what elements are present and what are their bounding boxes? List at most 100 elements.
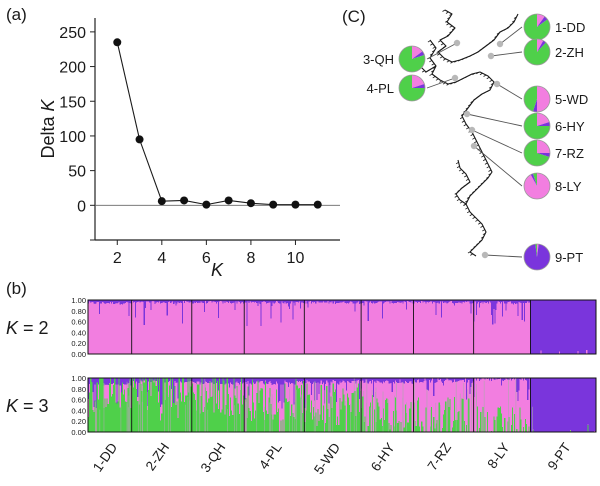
individual-bar-segment: [391, 378, 394, 392]
individual-bar-segment: [149, 378, 151, 432]
individual-bar-segment: [304, 303, 306, 354]
individual-bar-segment: [254, 302, 256, 354]
individual-bar-segment: [496, 378, 498, 380]
individual-bar-segment: [198, 381, 200, 385]
coastline-hatch: [472, 190, 476, 193]
individual-bar-segment: [372, 300, 374, 304]
individual-bar-segment: [273, 378, 276, 384]
individual-bar-segment: [480, 378, 482, 380]
coastline-hatch: [513, 16, 517, 19]
individual-bar-segment: [356, 378, 359, 381]
individual-bar-segment: [115, 402, 117, 432]
individual-bar-segment: [417, 379, 420, 398]
individual-bar-segment: [256, 378, 258, 382]
individual-bar-segment: [479, 378, 481, 381]
individual-bar-segment: [139, 378, 141, 432]
individual-bar-segment: [305, 300, 307, 302]
coastline-hatch: [473, 245, 477, 248]
admixture-texture: [95, 378, 533, 432]
individual-bar-segment: [328, 403, 330, 418]
individual-bar-segment: [205, 303, 208, 354]
individual-bar-segment: [388, 423, 390, 432]
coastline-hatch: [488, 173, 492, 176]
individual-bar-segment: [299, 378, 302, 383]
individual-bar-segment: [514, 379, 516, 415]
individual-bar-segment: [455, 302, 457, 354]
individual-bar-segment: [287, 386, 290, 402]
individual-bar-segment: [458, 300, 460, 303]
individual-bar-segment: [297, 381, 300, 389]
coastline-hatch: [480, 182, 484, 185]
individual-bar-segment: [146, 300, 149, 302]
individual-bar-segment: [338, 300, 340, 303]
individual-bar-segment: [424, 378, 426, 432]
individual-bar-segment: [254, 418, 256, 432]
individual-bar-segment: [426, 390, 429, 432]
individual-bar-segment: [115, 378, 117, 385]
individual-bar-segment: [473, 378, 475, 397]
individual-bar-segment: [508, 300, 510, 303]
individual-bar-segment: [171, 406, 173, 432]
individual-bar-segment: [506, 378, 508, 380]
individual-bar-segment: [116, 403, 118, 432]
individual-bar-segment: [512, 378, 515, 432]
site-dot: [493, 80, 501, 88]
individual-bar-segment: [200, 378, 202, 383]
individual-bar-segment: [91, 301, 93, 354]
individual-bar-segment: [488, 380, 491, 432]
individual-bar-segment: [486, 378, 489, 380]
individual-bar-segment: [556, 300, 559, 354]
individual-bar-segment: [496, 416, 498, 432]
individual-bar-segment: [434, 382, 436, 429]
individual-bar-segment: [449, 301, 451, 354]
y-tick-label: 0: [77, 198, 86, 215]
individual-bar-segment: [471, 383, 473, 432]
individual-bar-segment: [270, 378, 272, 383]
individual-bar-segment: [492, 300, 494, 325]
individual-bar-segment: [108, 300, 111, 304]
individual-bar-segment: [494, 323, 496, 354]
individual-bar-segment: [193, 302, 196, 354]
individual-bar-segment: [196, 383, 198, 411]
individual-bar-segment: [234, 378, 236, 389]
individual-bar-segment: [296, 300, 299, 303]
individual-bar-segment: [413, 378, 415, 381]
individual-bar-segment: [506, 300, 508, 304]
individual-bar-segment: [248, 395, 250, 408]
individual-bar-segment: [255, 410, 257, 432]
individual-bar-segment: [184, 303, 186, 354]
individual-bar-segment: [210, 378, 212, 383]
coastline-hatch: [421, 70, 425, 73]
individual-bar-segment: [245, 378, 247, 383]
individual-bar-segment: [463, 378, 466, 383]
individual-bar-segment: [381, 378, 384, 384]
individual-bar-segment: [465, 425, 468, 432]
individual-bar-segment: [230, 303, 232, 354]
individual-bar-segment: [463, 382, 466, 421]
individual-bar-segment: [325, 302, 327, 354]
individual-bar-segment: [537, 300, 539, 354]
pie-slice-green: [535, 244, 537, 257]
individual-bar-segment: [461, 398, 463, 432]
individual-bar-segment: [224, 300, 226, 304]
individual-bar-segment: [452, 303, 455, 354]
individual-bar-segment: [310, 395, 313, 401]
individual-bar-segment: [185, 395, 187, 432]
individual-bar-segment: [308, 394, 311, 432]
individual-bar-segment: [434, 378, 436, 383]
individual-bar-segment: [309, 378, 312, 384]
coastline-hatch: [486, 89, 490, 93]
coastline-hatch: [463, 203, 467, 206]
coastline-hatch: [472, 137, 476, 140]
individual-bar-segment: [96, 382, 99, 432]
individual-bar-segment: [212, 378, 214, 432]
coastline-hatch: [483, 179, 487, 182]
individual-bar-segment: [410, 300, 412, 303]
coastline-hatch: [475, 219, 479, 222]
individual-bar-segment: [505, 310, 507, 354]
structure-row-k2: K = 21.000.800.600.400.200.00: [6, 296, 597, 359]
leader-line: [499, 26, 523, 45]
coastline-hatch: [461, 120, 465, 123]
individual-bar-segment: [113, 304, 115, 354]
individual-bar-segment: [155, 302, 158, 354]
